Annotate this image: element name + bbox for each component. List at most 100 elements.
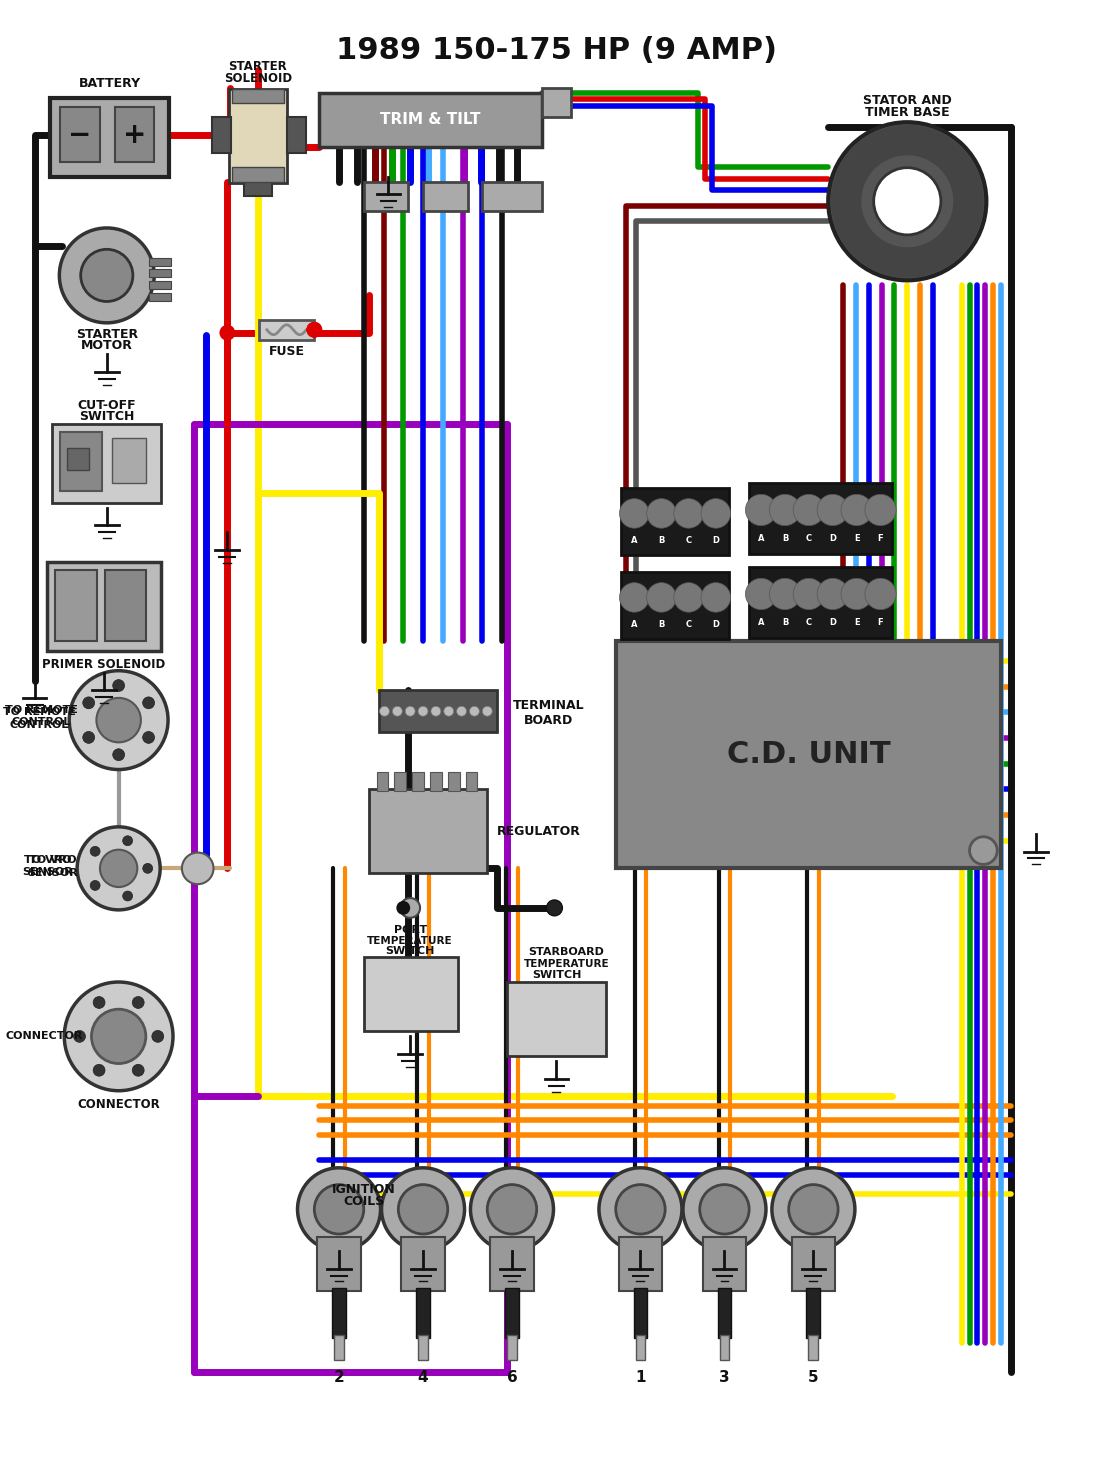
Circle shape <box>746 579 777 609</box>
Text: CUT-OFF: CUT-OFF <box>77 399 136 412</box>
FancyBboxPatch shape <box>792 1237 835 1292</box>
Circle shape <box>969 837 998 865</box>
Circle shape <box>674 583 703 612</box>
Text: 4: 4 <box>418 1370 428 1385</box>
Circle shape <box>701 583 730 612</box>
Circle shape <box>82 697 95 709</box>
FancyBboxPatch shape <box>430 771 442 792</box>
Text: CONNECTOR: CONNECTOR <box>6 1031 84 1042</box>
Text: +: + <box>123 121 146 149</box>
Text: TO REMOTE: TO REMOTE <box>3 707 76 717</box>
Text: C: C <box>685 619 692 628</box>
Circle shape <box>307 321 322 337</box>
Circle shape <box>132 996 144 1008</box>
Circle shape <box>418 706 428 716</box>
FancyBboxPatch shape <box>258 320 315 339</box>
Circle shape <box>647 583 676 612</box>
Circle shape <box>382 1167 464 1251</box>
Text: STARBOARD: STARBOARD <box>528 947 604 957</box>
Text: 6: 6 <box>507 1370 517 1385</box>
Text: 5: 5 <box>808 1370 818 1385</box>
Circle shape <box>132 1064 144 1077</box>
Text: PRIMER SOLENOID: PRIMER SOLENOID <box>42 659 165 671</box>
Text: C: C <box>806 533 812 543</box>
Circle shape <box>769 579 801 609</box>
FancyBboxPatch shape <box>505 1289 519 1338</box>
Text: STATOR AND: STATOR AND <box>862 94 951 107</box>
Circle shape <box>431 706 441 716</box>
Text: D: D <box>713 619 719 628</box>
FancyBboxPatch shape <box>53 424 161 503</box>
Circle shape <box>456 706 466 716</box>
Circle shape <box>112 749 124 761</box>
FancyBboxPatch shape <box>620 488 729 555</box>
Circle shape <box>817 579 848 609</box>
Text: 2: 2 <box>333 1370 344 1385</box>
Text: F: F <box>878 618 883 627</box>
Text: D: D <box>829 618 836 627</box>
Circle shape <box>94 1064 104 1077</box>
Circle shape <box>69 671 168 770</box>
Circle shape <box>219 324 235 340</box>
Circle shape <box>842 579 872 609</box>
Text: A: A <box>631 619 638 628</box>
Text: −: − <box>68 121 91 149</box>
Text: PORT: PORT <box>394 925 427 935</box>
FancyBboxPatch shape <box>60 108 100 162</box>
Circle shape <box>471 1167 553 1251</box>
Circle shape <box>683 1167 766 1251</box>
Text: F: F <box>878 533 883 543</box>
Circle shape <box>817 494 848 526</box>
Text: SENSOR: SENSOR <box>28 868 78 878</box>
Text: CONTROL: CONTROL <box>12 717 72 728</box>
FancyBboxPatch shape <box>376 771 388 792</box>
Text: TEMPERATURE: TEMPERATURE <box>524 960 609 969</box>
Text: TIMER BASE: TIMER BASE <box>865 105 949 118</box>
Circle shape <box>443 706 453 716</box>
FancyBboxPatch shape <box>244 177 272 196</box>
FancyBboxPatch shape <box>114 108 154 162</box>
FancyBboxPatch shape <box>104 570 146 641</box>
Text: 1: 1 <box>635 1370 646 1385</box>
Text: TO REMOTE: TO REMOTE <box>6 706 78 716</box>
Circle shape <box>307 321 322 337</box>
Text: TEMPERATURE: TEMPERATURE <box>367 935 453 945</box>
Circle shape <box>143 863 153 874</box>
FancyBboxPatch shape <box>55 570 97 641</box>
FancyBboxPatch shape <box>378 691 497 732</box>
FancyBboxPatch shape <box>395 771 406 792</box>
Circle shape <box>400 899 420 918</box>
Text: D: D <box>713 536 719 545</box>
FancyBboxPatch shape <box>806 1289 821 1338</box>
FancyBboxPatch shape <box>67 449 89 470</box>
FancyBboxPatch shape <box>112 438 146 484</box>
Circle shape <box>398 1185 448 1235</box>
Circle shape <box>700 1185 749 1235</box>
FancyBboxPatch shape <box>717 1289 732 1338</box>
FancyBboxPatch shape <box>636 1335 646 1360</box>
Circle shape <box>82 732 95 744</box>
Text: SWITCH: SWITCH <box>385 947 435 957</box>
Circle shape <box>379 706 389 716</box>
Text: 1989 150-175 HP (9 AMP): 1989 150-175 HP (9 AMP) <box>336 35 777 64</box>
Circle shape <box>746 494 777 526</box>
Circle shape <box>647 498 676 529</box>
FancyBboxPatch shape <box>47 562 161 652</box>
Circle shape <box>873 168 940 235</box>
Circle shape <box>674 498 703 529</box>
Circle shape <box>598 1167 682 1251</box>
FancyBboxPatch shape <box>719 1335 729 1360</box>
Text: B: B <box>658 536 664 545</box>
Circle shape <box>619 498 649 529</box>
Circle shape <box>74 1030 86 1042</box>
FancyBboxPatch shape <box>334 1335 344 1360</box>
Circle shape <box>619 583 649 612</box>
FancyBboxPatch shape <box>634 1289 648 1338</box>
Circle shape <box>842 494 872 526</box>
FancyBboxPatch shape <box>507 1335 517 1360</box>
FancyBboxPatch shape <box>424 181 468 212</box>
FancyBboxPatch shape <box>616 641 1001 868</box>
Text: E: E <box>854 533 859 543</box>
FancyBboxPatch shape <box>364 957 458 1031</box>
Text: C.D. UNIT: C.D. UNIT <box>727 741 890 768</box>
